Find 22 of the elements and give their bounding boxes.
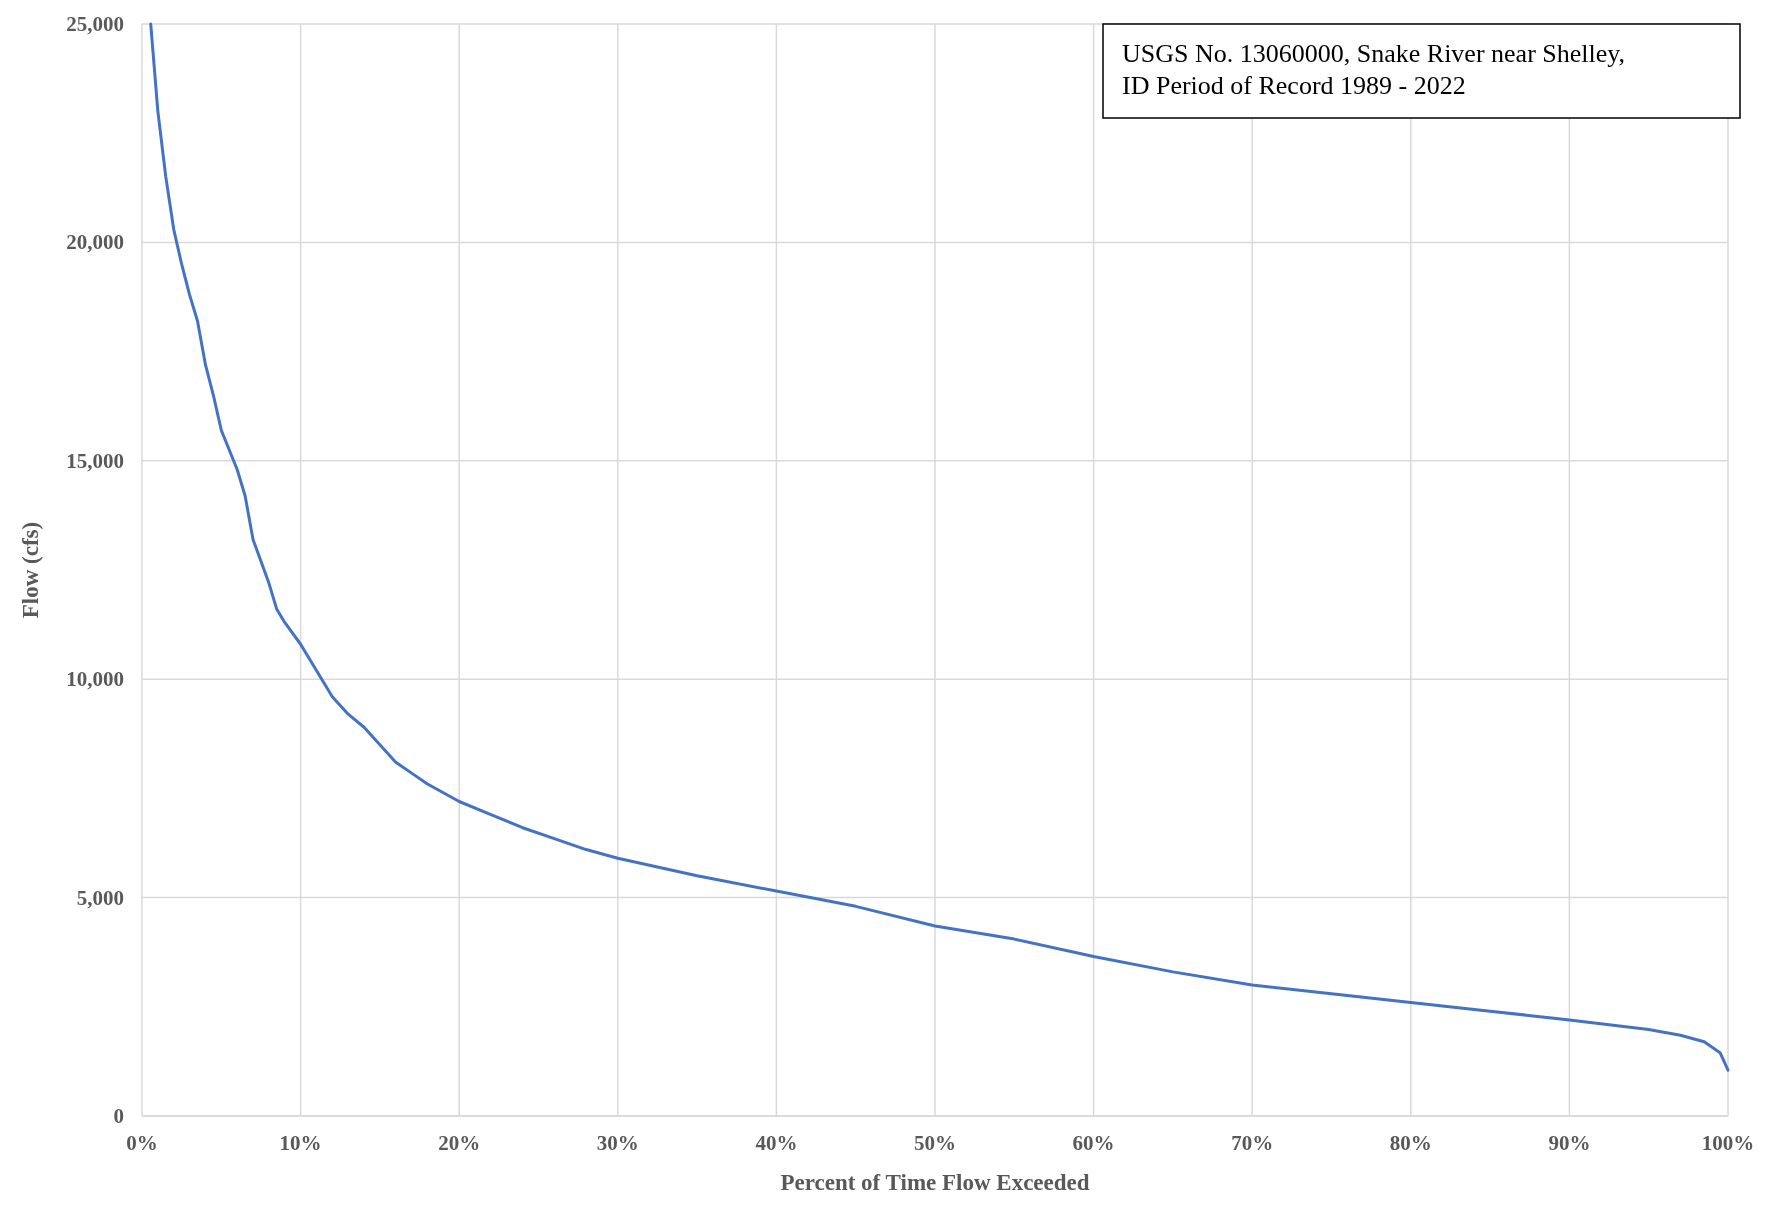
y-tick-label: 0 — [113, 1104, 124, 1128]
x-tick-label: 100% — [1701, 1131, 1755, 1155]
y-tick-label: 5,000 — [76, 885, 124, 910]
x-tick-label: 60% — [1072, 1131, 1115, 1155]
x-tick-label: 30% — [596, 1131, 639, 1155]
y-axis-title: Flow (cfs) — [18, 521, 43, 619]
x-tick-label: 70% — [1231, 1131, 1274, 1155]
x-tick-label: 0% — [126, 1131, 158, 1155]
x-axis-title: Percent of Time Flow Exceeded — [780, 1170, 1090, 1195]
x-tick-label: 20% — [438, 1131, 481, 1155]
x-tick-label: 40% — [755, 1131, 798, 1155]
y-tick-label: 20,000 — [66, 230, 124, 255]
y-tick-label: 15,000 — [66, 448, 124, 473]
x-tick-label: 80% — [1389, 1131, 1432, 1155]
annotation: USGS No. 13060000, Snake River near Shelley, ID Period of Record 1989 - 2022 — [1122, 39, 1632, 100]
x-tick-label: 90% — [1548, 1131, 1591, 1155]
y-tick-label: 10,000 — [66, 667, 124, 692]
note-box: USGS No. 13060000, Snake River near Shelley, ID Period of Record 1989 - 2022 — [1102, 23, 1741, 119]
x-tick-label: 10% — [279, 1131, 322, 1155]
x-tick-label: 50% — [914, 1131, 956, 1155]
line-series — [149, 22, 1730, 1072]
y-tick-label: 25,000 — [66, 12, 124, 36]
